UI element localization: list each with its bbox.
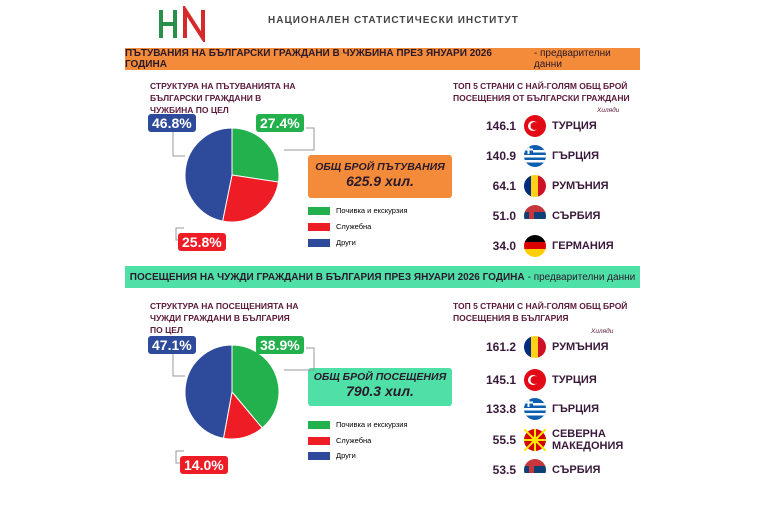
flag [524, 398, 546, 420]
section-note: - предварителни данни [527, 271, 636, 283]
country-row: 34.0 ГЕРМАНИЯ [470, 234, 640, 258]
legend-swatch [308, 451, 330, 460]
legend-label: Други [336, 451, 356, 460]
flag [524, 175, 546, 197]
country-row: 146.1 ТУРЦИЯ [470, 114, 640, 138]
country-row: 51.0 СЪРБИЯ [470, 204, 640, 228]
country-name: СЪРБИЯ [552, 464, 601, 476]
legend-item: Други [308, 451, 356, 460]
legend-item: Други [308, 238, 356, 247]
legend-label: Почивка и екскурзия [336, 420, 408, 429]
total-box: ОБЩ БРОЙ ПОСЕЩЕНИЯ 790.3 хил. [308, 368, 452, 406]
flag [524, 115, 546, 137]
legend-swatch [308, 222, 330, 231]
total-value: 790.3 хил. [346, 383, 414, 399]
country-name: ГЪРЦИЯ [552, 150, 599, 162]
country-row: 140.9 ГЪРЦИЯ [470, 144, 640, 168]
country-value: 34.0 [492, 239, 516, 253]
country-name: РУМЪНИЯ [552, 180, 609, 192]
pie-label: 27.4% [256, 114, 304, 132]
pie-slice [184, 127, 233, 222]
section-title: ПЪТУВАНИЯ НА БЪЛГАРСКИ ГРАЖДАНИ В ЧУЖБИН… [125, 48, 492, 70]
pie-label: 46.8% [148, 114, 196, 132]
country-name: СЕВЕРНА МАКЕДОНИЯ [552, 428, 624, 452]
legend-swatch [308, 420, 330, 429]
total-label: ОБЩ БРОЙ ПОСЕЩЕНИЯ [313, 371, 447, 383]
section-bar: ПОСЕЩЕНИЯ НА ЧУЖДИ ГРАЖДАНИ В БЪЛГАРИЯ П… [125, 266, 640, 288]
unit: Хиляди [591, 328, 614, 335]
flag [524, 459, 546, 481]
country-value: 145.1 [485, 373, 516, 387]
flag [524, 235, 546, 257]
pie-slice [231, 127, 280, 183]
country-value: 53.5 [492, 463, 516, 477]
pie-title: СТРУКТУРА НА ПОСЕЩЕНИЯТА НА ЧУЖДИ ГРАЖДА… [150, 301, 299, 335]
header-title: НАЦИОНАЛЕН СТАТИСТИЧЕСКИ ИНСТИТУТ [268, 15, 519, 26]
country-row: 145.1 ТУРЦИЯ [470, 368, 640, 392]
country-name: ТУРЦИЯ [552, 374, 597, 386]
flag [524, 205, 546, 227]
country-row: 53.5 СЪРБИЯ [470, 458, 640, 482]
country-row: 64.1 РУМЪНИЯ [470, 174, 640, 198]
legend-item: Почивка и екскурзия [308, 420, 408, 429]
flag [524, 145, 546, 167]
unit: Хиляди [597, 107, 620, 114]
country-value: 146.1 [485, 119, 516, 133]
total-box: ОБЩ БРОЙ ПЪТУВАНИЯ 625.9 хил. [308, 155, 452, 198]
section-note: - предварителни данни [533, 48, 611, 70]
pie-slice [184, 344, 233, 439]
countries-title: ТОП 5 СТРАНИ С НАЙ-ГОЛЯМ ОБЩ БРОЙ ПОСЕЩЕ… [453, 81, 630, 103]
total-value: 625.9 хил. [346, 173, 414, 189]
pie-label: 47.1% [148, 336, 196, 354]
country-value: 64.1 [492, 179, 516, 193]
pie-label: 38.9% [256, 336, 304, 354]
country-value: 51.0 [492, 209, 516, 223]
country-name: РУМЪНИЯ [552, 341, 609, 353]
legend-swatch [308, 436, 330, 445]
legend-swatch [308, 238, 330, 247]
pie-slice [231, 344, 280, 429]
country-name: ТУРЦИЯ [552, 120, 597, 132]
country-value: 161.2 [485, 340, 516, 354]
total-label: ОБЩ БРОЙ ПЪТУВАНИЯ [315, 161, 445, 173]
country-value: 140.9 [485, 149, 516, 163]
country-name: ГЕРМАНИЯ [552, 240, 614, 252]
pie-label: 14.0% [180, 456, 228, 474]
legend-item: Почивка и екскурзия [308, 206, 408, 215]
country-name: СЪРБИЯ [552, 210, 601, 222]
flag [524, 429, 546, 451]
legend-item: Служебна [308, 436, 371, 445]
country-row: 133.8 ГЪРЦИЯ [470, 397, 640, 421]
pie-slice [222, 174, 280, 223]
legend-label: Почивка и екскурзия [336, 206, 408, 215]
flag [524, 336, 546, 358]
pie-label: 25.8% [178, 233, 226, 251]
country-value: 133.8 [485, 402, 516, 416]
section-bar: ПЪТУВАНИЯ НА БЪЛГАРСКИ ГРАЖДАНИ В ЧУЖБИН… [125, 48, 640, 70]
countries-title: ТОП 5 СТРАНИ С НАЙ-ГОЛЯМ ОБЩ БРОЙ ПОСЕЩЕ… [453, 301, 628, 323]
flag [524, 369, 546, 391]
logo [159, 6, 205, 42]
country-row: 55.5 СЕВЕРНА МАКЕДОНИЯ [470, 428, 640, 452]
legend-item: Служебна [308, 222, 371, 231]
pie-title: СТРУКТУРА НА ПЪТУВАНИЯТА НА БЪЛГАРСКИ ГР… [150, 81, 296, 115]
legend-swatch [308, 206, 330, 215]
legend-label: Други [336, 238, 356, 247]
country-name: ГЪРЦИЯ [552, 403, 599, 415]
country-row: 161.2 РУМЪНИЯ [470, 335, 640, 359]
section-title: ПОСЕЩЕНИЯ НА ЧУЖДИ ГРАЖДАНИ В БЪЛГАРИЯ П… [129, 271, 525, 283]
legend-label: Служебна [336, 436, 372, 445]
legend-label: Служебна [336, 222, 372, 231]
country-value: 55.5 [492, 433, 516, 447]
